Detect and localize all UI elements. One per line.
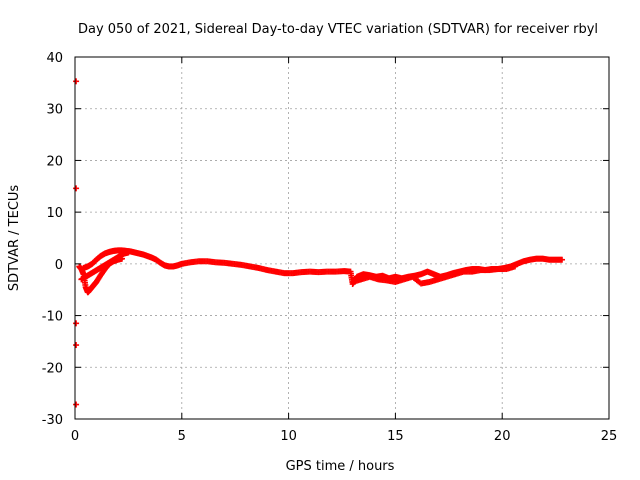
y-tick-label: 30 [46,103,63,118]
tick-labels: 0 5 10 15 20 25 -30 -20 -10 0 10 20 30 40 [42,51,618,444]
y-tick-label: 40 [46,51,63,66]
y-tick-label: 0 [55,258,63,273]
axis-ticks [74,56,610,420]
data-point [73,401,80,408]
data-point [73,78,80,85]
plot-frame [74,56,610,420]
data-point [73,342,80,349]
data-point-trail [356,276,363,283]
data-point [73,320,80,327]
data-points [73,78,566,408]
x-axis-label: GPS time / hours [286,459,395,474]
data-point-trail [442,274,449,281]
x-tick-label: 5 [178,429,186,444]
data-point [73,185,80,192]
x-tick-label: 15 [387,429,404,444]
data-point-trail [450,271,457,278]
y-tick-label: -20 [42,361,63,376]
y-tick-label: 20 [46,154,63,169]
y-tick-label: -30 [42,413,63,428]
x-tick-label: 25 [601,429,618,444]
data-point-trail [433,276,440,283]
grid-lines [75,57,609,419]
y-tick-label: 10 [46,206,63,221]
data-point-trail [510,263,517,270]
x-tick-label: 10 [280,429,297,444]
x-tick-label: 0 [71,429,79,444]
y-tick-label: -10 [42,310,63,325]
chart-title: Day 050 of 2021, Sidereal Day-to-day VTE… [78,22,598,37]
x-tick-label: 20 [494,429,511,444]
y-axis-label: SDTVAR / TECUs [7,185,22,292]
data-point-trail [557,256,564,263]
data-point-trail [399,276,406,283]
